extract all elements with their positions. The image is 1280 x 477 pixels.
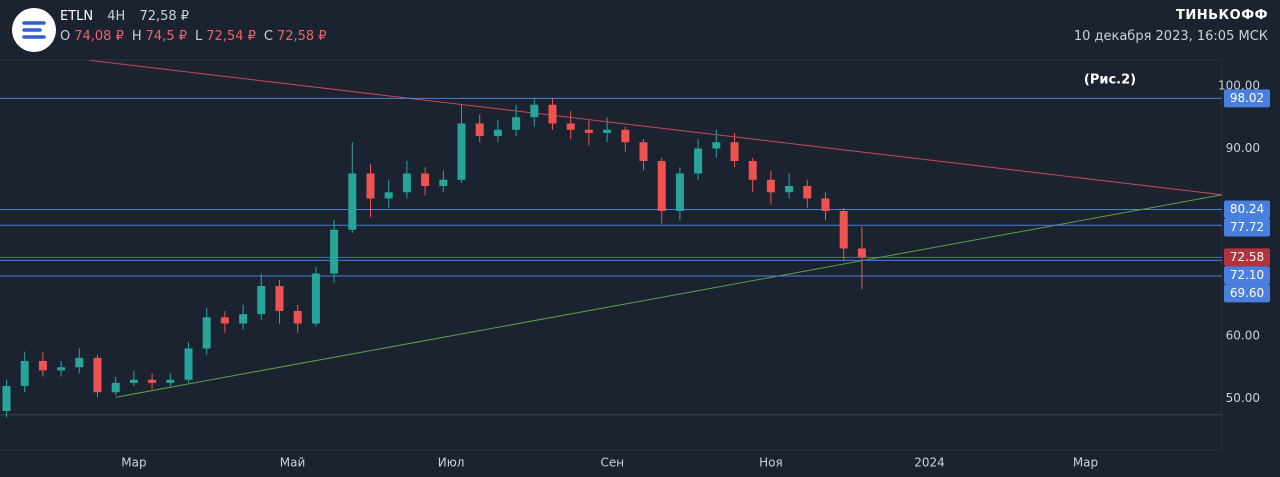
annotation: (Рис.2) [1084, 73, 1136, 88]
candle-body [57, 367, 66, 371]
candle-body [402, 173, 411, 193]
price-label: 80.24 [1230, 202, 1264, 216]
candle-body [639, 142, 648, 161]
candle-body [293, 311, 302, 324]
ohlc-row: O 74,08 ₽ H 74,5 ₽ L 72,54 ₽ C 72,58 ₽ [60, 29, 327, 44]
datetime: 10 декабря 2023, 16:05 МСК [1073, 29, 1268, 44]
x-tick-label: Май [280, 456, 306, 470]
candle-body [675, 173, 684, 211]
candle-body [475, 123, 484, 136]
x-tick-label: Ноя [759, 456, 783, 470]
ohlc-label: L [195, 29, 203, 44]
candle-body [148, 379, 157, 383]
candle-body [311, 273, 320, 324]
ohlc-value: 72,54 ₽ [206, 29, 256, 44]
candle-body [766, 179, 775, 193]
candle-body [20, 361, 29, 386]
candle-body [111, 382, 120, 393]
price-label-box [1224, 89, 1270, 108]
candle-body [657, 161, 666, 211]
ohlc-value: 72,58 ₽ [276, 29, 327, 44]
candle-body [366, 173, 375, 199]
candle-body [38, 361, 47, 371]
candle-body [220, 317, 229, 324]
candle-body [384, 192, 393, 199]
candle-body [129, 379, 138, 383]
price: 72,58 ₽ [139, 9, 190, 24]
candle-body [184, 348, 193, 380]
candle-body [748, 161, 757, 180]
price-label-box [1224, 284, 1270, 303]
candle-body [275, 286, 284, 311]
price-label-box [1224, 218, 1270, 237]
price-label: 77.72 [1230, 220, 1264, 234]
price-label-box [1224, 266, 1270, 285]
price-label-box [1224, 248, 1270, 267]
price-label: 72.58 [1230, 250, 1264, 264]
ticker-row: ETLN 4H 72,58 ₽ [60, 9, 189, 24]
candle-body [75, 357, 84, 368]
candle-body [421, 173, 430, 186]
candle-body [493, 129, 502, 136]
ohlc-value: 74,08 ₽ [74, 29, 124, 44]
candle-body [730, 142, 739, 161]
candle-body [93, 357, 102, 393]
candle-body [584, 129, 593, 133]
x-tick-label: Сен [600, 456, 624, 470]
candle-body [566, 123, 575, 130]
candle-body [530, 104, 539, 118]
y-tick-label: 90.00 [1226, 141, 1260, 155]
candle-body [785, 186, 794, 193]
candle-body [166, 379, 175, 383]
candle-body [548, 104, 557, 124]
candle-body [512, 117, 521, 130]
candle-body [257, 286, 266, 315]
x-tick-label: Мар [121, 456, 146, 470]
candle-body [712, 142, 721, 149]
ohlc-value: 74,5 ₽ [145, 29, 187, 44]
ohlc-label: O [60, 29, 71, 44]
x-tick-label: Июл [438, 456, 465, 470]
price-label: 98.02 [1230, 91, 1264, 105]
candle-body [821, 198, 830, 211]
y-tick-label: 60.00 [1226, 329, 1260, 343]
y-tick-label: 50.00 [1226, 391, 1260, 405]
candle-body [694, 148, 703, 174]
candle-body [439, 179, 448, 186]
price-label: 69.60 [1230, 286, 1264, 300]
logo-mark [22, 21, 46, 39]
price-label-box [1224, 200, 1270, 219]
x-tick-label: Мар [1073, 456, 1098, 470]
price-label: 72.10 [1230, 268, 1264, 282]
brand: ТИНЬКОФФ [1176, 8, 1268, 23]
candle-body [857, 248, 866, 258]
interval: 4H [107, 9, 126, 24]
candle-body [457, 123, 466, 180]
plot [0, 60, 1222, 418]
candle-body [803, 186, 812, 199]
ohlc-label: C [263, 29, 273, 44]
trend-line [89, 60, 1222, 196]
candle-body [621, 129, 630, 143]
candle-body [839, 211, 848, 249]
candle-body [330, 229, 339, 274]
candle-body [2, 386, 11, 411]
candle-body [239, 314, 248, 324]
trend-line [115, 194, 1222, 398]
x-tick-label: 2024 [914, 456, 945, 470]
candle-body [603, 129, 612, 133]
candle-body [202, 317, 211, 349]
ticker: ETLN [60, 9, 94, 24]
ohlc-label: H [131, 29, 142, 44]
y-tick-label: 100.00 [1218, 79, 1260, 93]
candle-body [348, 173, 357, 230]
